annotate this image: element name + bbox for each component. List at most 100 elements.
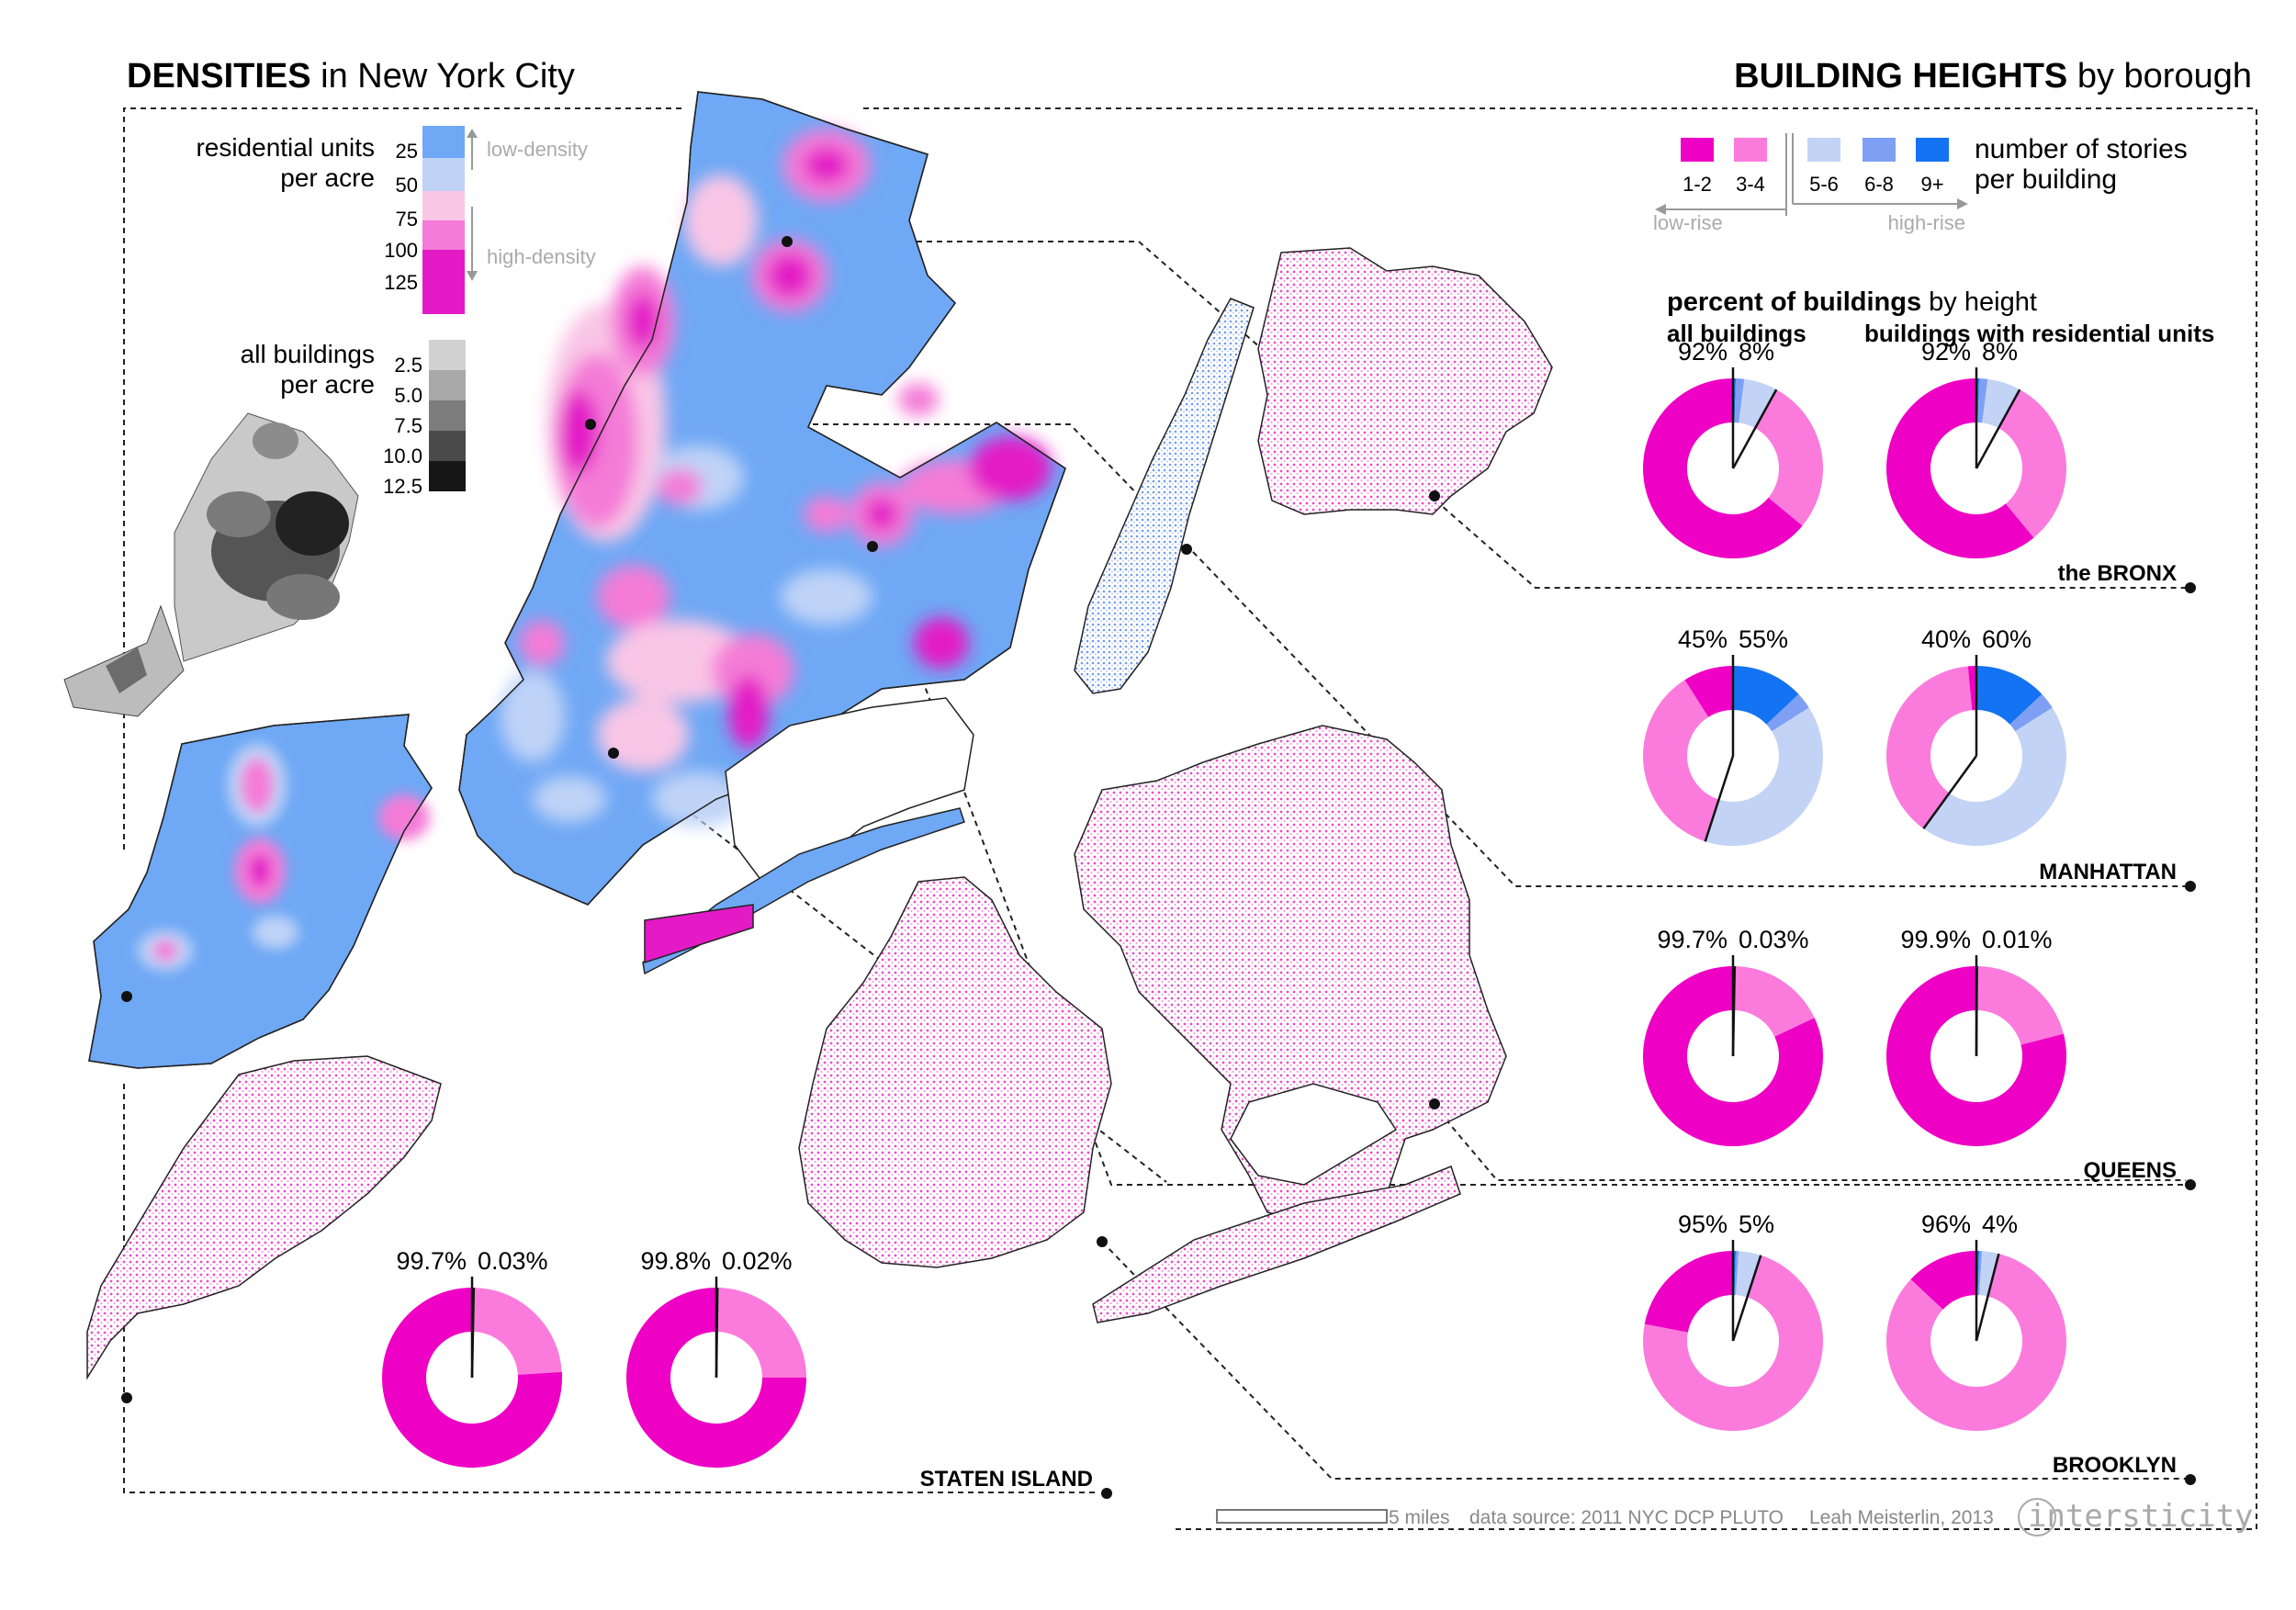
pie-left-percent: 96% (1921, 1210, 1971, 1238)
buildings-legend: all buildings per acre 2.5 5.0 7.5 10.0 12.5 (241, 340, 466, 498)
density-swatch-4 (422, 220, 465, 250)
pie-left-percent: 99.8% (640, 1247, 711, 1275)
pie-slice-1-2 (626, 1288, 806, 1468)
pie-slice-1-2 (382, 1288, 562, 1468)
pie-slice-5-6 (1739, 378, 1777, 429)
pie-4: 40% 60% (1885, 625, 2066, 846)
pie-slice-5-6 (1705, 707, 1824, 846)
borough-label-1: the BRONX (2058, 561, 2177, 586)
stories-legend: 1-2 3-4 5-6 6-8 9+ low-rise high-rise number… (1653, 133, 2188, 234)
col-all-label: all buildings (1667, 320, 1806, 347)
brand-icon (2018, 1498, 2056, 1537)
pie-slice-3-4 (1885, 666, 1973, 829)
pie-slice-1-2 (1886, 378, 2034, 558)
pie-split-line (1731, 1255, 1762, 1342)
manhattan-footprint (1074, 298, 1255, 694)
pie-split-line (715, 1287, 719, 1379)
footer: 5 miles data source: 2011 NYC DCP PLUTO … (1216, 1498, 2254, 1537)
pie-left-percent: 40% (1921, 625, 1971, 653)
density-tick-1: 25 (396, 140, 418, 163)
col-res-label: buildings with residential units (1864, 320, 2214, 347)
pie-1: 92% 8% (1642, 338, 1823, 559)
borough-dot (1101, 1488, 1112, 1499)
buildings-tick-2: 5.0 (394, 384, 422, 407)
borough-dot (2185, 582, 2196, 593)
pie-slice-3-4 (1643, 1255, 1823, 1432)
density-legend-title-2: per acre (280, 163, 375, 192)
density-tick-4: 100 (384, 239, 418, 262)
pie-split-line (1975, 1253, 2000, 1342)
pie-slice-1-2 (1886, 966, 2066, 1146)
pie-2: 92% 8% (1886, 338, 2066, 558)
pie-right-percent: 0.01% (1982, 926, 2053, 953)
pie-left-percent: 99.7% (396, 1247, 467, 1275)
stories-swatch-9+ (1916, 138, 1949, 162)
pie-right-percent: 4% (1982, 1210, 2018, 1238)
borough-label-5: STATEN ISLAND (920, 1467, 1093, 1492)
pie-slice-5-6 (1979, 1251, 1999, 1297)
pie-slice-3-4 (1886, 1254, 2066, 1431)
pie-right-percent: 8% (1739, 338, 1774, 366)
scale-bar (1216, 1509, 1388, 1524)
pie-slice-6-8 (1977, 1251, 1983, 1296)
density-legend: residential units per acre 255075100125 … (196, 126, 596, 314)
pie-slice-3-4 (1755, 389, 1823, 526)
pie-slice-5-6 (1736, 1251, 1761, 1298)
stories-label-2: 3-4 (1736, 173, 1765, 196)
pie-9: 99.7% 0.03% (382, 1247, 562, 1468)
pie-7: 95% 5% (1643, 1210, 1823, 1432)
pie-slice-6-8 (1977, 378, 1988, 423)
pie-slice-6-8 (2009, 693, 2053, 732)
pie-split-line (1731, 965, 1737, 1057)
building-density-map (63, 412, 359, 717)
density-tick-5: 125 (384, 271, 418, 294)
pie-split-line (470, 1287, 476, 1379)
pie-split-line (1922, 755, 1978, 830)
left-title-bold: DENSITIES (127, 57, 311, 96)
buildings-swatch-3 (429, 400, 466, 431)
rockaway-footprint (1092, 1165, 1461, 1323)
pie-5: 99.7% 0.03% (1643, 926, 1824, 1146)
bronx-footprint (1257, 247, 1553, 515)
leader-dots (121, 236, 1440, 1403)
pie-right-percent: 0.03% (478, 1247, 548, 1275)
buildings-swatch-1 (429, 340, 466, 370)
buildings-tick-1: 2.5 (394, 354, 422, 377)
pie-slice-3-4 (716, 1288, 806, 1378)
pie-right-percent: 0.02% (722, 1247, 793, 1275)
pie-right-percent: 0.03% (1739, 926, 1809, 953)
stories-swatch-1-2 (1681, 138, 1714, 162)
pie-slice-1-2 (1644, 1251, 1733, 1333)
author: Leah Meisterlin, 2013 (1809, 1507, 1994, 1528)
pie-slice-1-2 (1642, 378, 1803, 559)
borough-label-3: QUEENS (2084, 1158, 2177, 1183)
pie-split-line (1975, 388, 2021, 469)
stories-label-4: 6-8 (1864, 173, 1894, 196)
pie-slice-6-8 (1734, 1251, 1739, 1296)
buildings-tick-3: 7.5 (394, 414, 422, 437)
pie-section-title: percent of buildings by height (1667, 287, 2037, 317)
brand-name: intersticity (2028, 1498, 2254, 1535)
pie-right-percent: 5% (1739, 1210, 1774, 1238)
pie-3: 45% 55% (1643, 625, 1824, 846)
buildings-legend-title-1: all buildings (241, 340, 375, 368)
stories-legend-title-1: number of stories (1975, 134, 2188, 164)
footprint-maps (86, 247, 1553, 1380)
pie-left-percent: 92% (1921, 338, 1971, 366)
borough-dot (2185, 1179, 2196, 1190)
stories-label-5: 9+ (1920, 173, 1943, 196)
brooklyn-footprint (798, 876, 1112, 1268)
pie-right-percent: 8% (1982, 338, 2018, 366)
pie-slice-3-4 (1976, 966, 2064, 1045)
pie-left-percent: 95% (1678, 1210, 1728, 1238)
right-title-bold: BUILDING HEIGHTS (1734, 57, 2067, 96)
pie-split-line (1975, 965, 1978, 1057)
stories-swatch-3-4 (1734, 138, 1767, 162)
buildings-legend-title-2: per acre (280, 370, 375, 399)
borough-dot (2185, 881, 2196, 892)
pie-slice-5-6 (1982, 378, 2020, 429)
stories-legend-title-2: per building (1975, 164, 2117, 195)
pie-split-line (1731, 388, 1778, 469)
pie-slice-1-2 (1910, 1251, 1976, 1310)
